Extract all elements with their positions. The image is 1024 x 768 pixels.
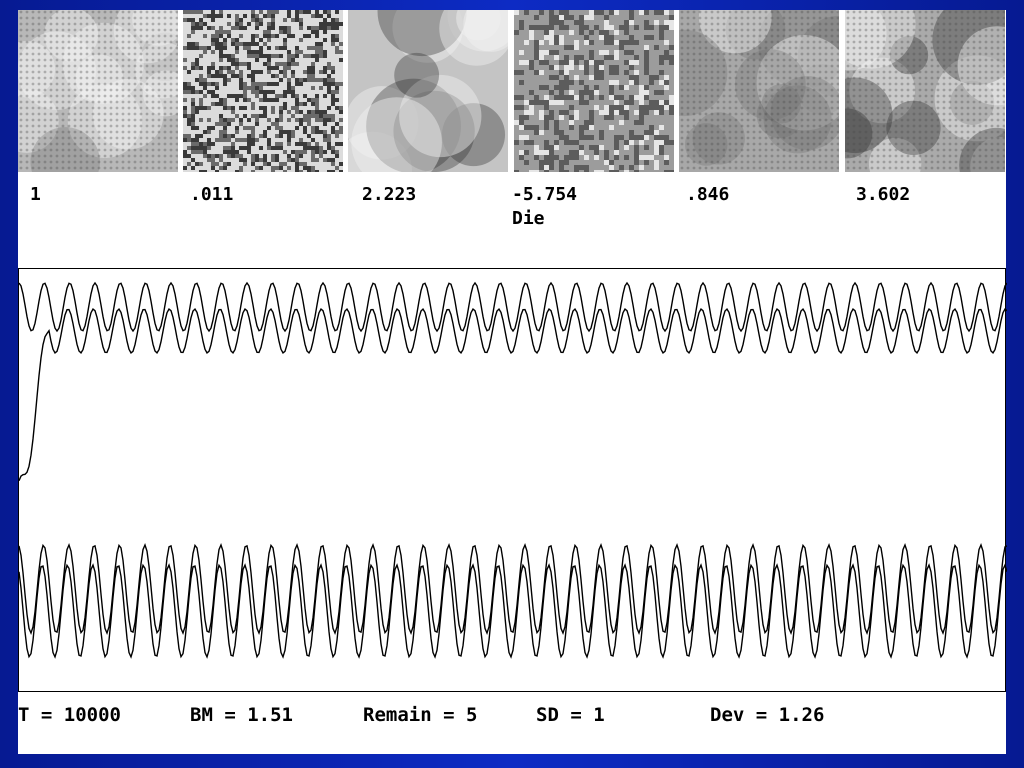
die-label: Die [512,208,545,229]
time-readout: T = 10000 [18,704,121,726]
upper-trace-a [19,281,1007,333]
simulation-window: 1 .011 2.223 -5.754 Die .846 3.602 T = 1… [18,10,1007,754]
waveform-panel [18,268,1007,692]
pattern-value-1: 1 [30,184,41,205]
upper-trace-b [19,307,1007,481]
pattern-value-3: 2.223 [362,184,417,205]
pattern-image-1-graphic [18,10,178,172]
pattern-image-2 [183,10,343,172]
lower-trace-a [19,543,1007,635]
pattern-image-3 [348,10,508,172]
waveform-plot [19,281,1007,659]
pattern-image-1 [18,10,178,172]
bm-readout: BM = 1.51 [190,704,293,726]
pattern-image-5-graphic [679,10,839,172]
pattern-image-4 [514,10,674,172]
dev-readout: Dev = 1.26 [710,704,825,726]
pattern-value-5: .846 [686,184,730,205]
pattern-image-3-graphic [348,10,508,172]
pattern-image-5 [679,10,839,172]
sd-readout: SD = 1 [536,704,605,726]
pattern-value-6: 3.602 [856,184,911,205]
pattern-image-2-graphic [183,10,343,172]
status-bar: T = 10000 BM = 1.51 Remain = 5 SD = 1 De… [18,704,1006,732]
pattern-image-6-graphic [845,10,1005,172]
pattern-image-4-graphic [514,10,674,172]
pattern-image-6 [845,10,1005,172]
remain-readout: Remain = 5 [363,704,478,726]
pattern-value-4: -5.754 [512,184,578,205]
lower-trace-b [19,563,1007,659]
pattern-value-2: .011 [190,184,234,205]
